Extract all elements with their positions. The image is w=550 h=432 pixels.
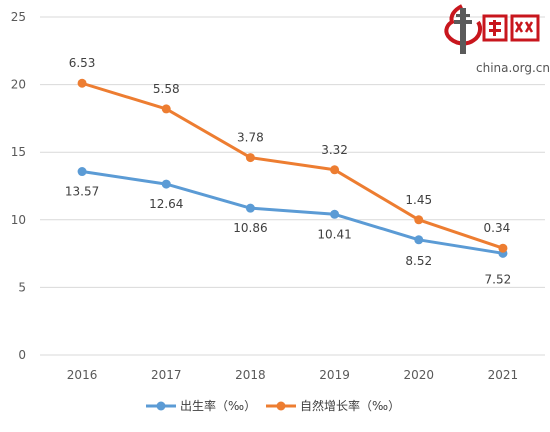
series-layer xyxy=(77,78,508,258)
y-tick-label: 20 xyxy=(11,78,26,92)
x-tick-label: 2019 xyxy=(319,368,350,382)
data-label-s1-2: 3.78 xyxy=(237,131,264,145)
data-label-s0-0: 13.57 xyxy=(65,185,99,199)
data-label-s0-1: 12.64 xyxy=(149,197,183,211)
grid-layer xyxy=(40,16,545,356)
data-point-s1-3[interactable] xyxy=(330,165,340,175)
data-label-s0-5: 7.52 xyxy=(485,272,512,286)
logo-emblem xyxy=(444,4,540,54)
data-label-s1-3: 3.32 xyxy=(321,143,348,157)
data-label-s1-0: 6.53 xyxy=(69,56,96,70)
y-tick-label: 0 xyxy=(18,348,26,362)
series-line-1 xyxy=(81,81,504,250)
y-tick-label: 10 xyxy=(11,213,26,227)
legend-label-birth-rate: 出生率（‰） xyxy=(180,398,256,413)
x-axis-ticks: 2016 2017 2018 2019 2020 2021 xyxy=(67,368,518,382)
legend-item-0[interactable]: 出生率（‰） xyxy=(146,398,256,413)
data-label-s1-1: 5.58 xyxy=(153,82,180,96)
data-label-s0-3: 10.41 xyxy=(317,227,351,241)
x-tick-label: 2018 xyxy=(235,368,266,382)
data-point-s1-2[interactable] xyxy=(245,153,255,163)
data-point-s0-4[interactable] xyxy=(414,235,424,245)
data-point-s0-3[interactable] xyxy=(330,209,340,219)
data-point-s0-0[interactable] xyxy=(77,167,87,177)
data-point-s1-4[interactable] xyxy=(414,215,424,225)
y-tick-label: 25 xyxy=(11,10,26,24)
data-point-s0-1[interactable] xyxy=(161,179,171,189)
data-label-s1-4: 1.45 xyxy=(405,193,432,207)
data-label-s1-5: 0.34 xyxy=(484,221,511,235)
data-label-layer: 13.57 12.64 10.86 10.41 8.52 7.52 6.53 5.58 3.78… xyxy=(65,56,511,286)
data-point-s1-1[interactable] xyxy=(161,104,171,114)
x-tick-label: 2021 xyxy=(488,368,519,382)
x-tick-label: 2016 xyxy=(67,368,98,382)
china-org-cn-logo: china.org.cn xyxy=(444,4,550,75)
series-line-0 xyxy=(81,170,504,255)
data-label-s0-2: 10.86 xyxy=(233,221,267,235)
x-tick-label: 2020 xyxy=(403,368,434,382)
legend-label-natural-growth-rate: 自然增长率（‰） xyxy=(300,398,400,413)
legend-marker-natural-growth-rate xyxy=(276,401,286,411)
data-label-s0-4: 8.52 xyxy=(405,254,432,268)
legend: 出生率（‰） 自然增长率（‰） xyxy=(146,398,400,413)
data-point-s1-5[interactable] xyxy=(498,243,508,253)
y-axis-ticks: 0 5 10 15 20 25 xyxy=(11,10,26,362)
data-point-s1-0[interactable] xyxy=(77,78,87,88)
y-tick-label: 5 xyxy=(18,280,26,294)
y-tick-label: 15 xyxy=(11,145,26,159)
legend-marker-birth-rate xyxy=(156,401,166,411)
data-point-s0-2[interactable] xyxy=(245,203,255,213)
logo-domain-text: china.org.cn xyxy=(476,61,550,75)
legend-item-1[interactable]: 自然增长率（‰） xyxy=(266,398,400,413)
x-tick-label: 2017 xyxy=(151,368,182,382)
